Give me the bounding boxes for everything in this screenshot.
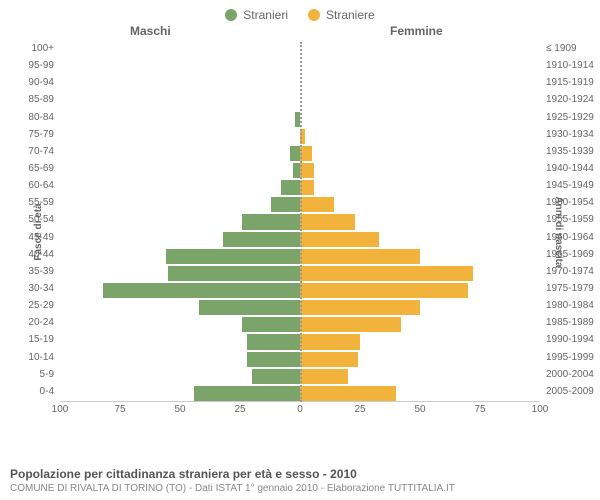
bar-male — [168, 266, 300, 281]
bar-male — [293, 163, 300, 178]
bar-female — [300, 300, 420, 315]
legend-item-female: Straniere — [308, 8, 375, 22]
bar-female — [300, 180, 314, 195]
age-label: 5-9 — [40, 369, 60, 380]
chart-footer: Popolazione per cittadinanza straniera p… — [10, 467, 590, 494]
age-label: 70-74 — [28, 146, 60, 157]
birth-label: 1915-1919 — [540, 77, 594, 88]
legend-label-female: Straniere — [326, 8, 375, 22]
x-tick: 100 — [532, 404, 549, 415]
age-label: 95-99 — [28, 60, 60, 71]
bar-male — [194, 386, 300, 401]
chart-title: Popolazione per cittadinanza straniera p… — [10, 467, 590, 481]
bar-male — [242, 317, 300, 332]
age-label: 90-94 — [28, 77, 60, 88]
age-label: 10-14 — [28, 352, 60, 363]
x-tick: 25 — [354, 404, 365, 415]
column-headers: Maschi Femmine — [0, 24, 600, 42]
age-label: 35-39 — [28, 266, 60, 277]
birth-label: 2000-2004 — [540, 369, 594, 380]
bar-female — [300, 249, 420, 264]
birth-label: 1985-1989 — [540, 317, 594, 328]
bar-female — [300, 334, 360, 349]
birth-label: 1935-1939 — [540, 146, 594, 157]
birth-label: 1910-1914 — [540, 60, 594, 71]
age-label: 85-89 — [28, 94, 60, 105]
x-tick: 50 — [414, 404, 425, 415]
x-tick: 50 — [174, 404, 185, 415]
birth-label: 1930-1934 — [540, 129, 594, 140]
age-label: 40-44 — [28, 249, 60, 260]
age-label: 100+ — [31, 43, 60, 54]
bar-female — [300, 163, 314, 178]
bar-male — [242, 214, 300, 229]
bar-female — [300, 232, 379, 247]
bar-female — [300, 266, 473, 281]
header-female: Femmine — [390, 24, 443, 38]
age-label: 20-24 — [28, 317, 60, 328]
legend-item-male: Stranieri — [225, 8, 288, 22]
header-male: Maschi — [130, 24, 171, 38]
bar-male — [247, 352, 300, 367]
bar-male — [281, 180, 300, 195]
x-tick: 75 — [474, 404, 485, 415]
bar-male — [247, 334, 300, 349]
birth-label: 1965-1969 — [540, 249, 594, 260]
bar-male — [290, 146, 300, 161]
center-divider — [300, 42, 302, 402]
age-label: 0-4 — [40, 386, 60, 397]
bar-male — [223, 232, 300, 247]
age-label: 75-79 — [28, 129, 60, 140]
birth-label: 1920-1924 — [540, 94, 594, 105]
birth-label: 1955-1959 — [540, 214, 594, 225]
bar-female — [300, 197, 334, 212]
birth-label: 1945-1949 — [540, 180, 594, 191]
bar-female — [300, 352, 358, 367]
age-label: 60-64 — [28, 180, 60, 191]
bar-female — [300, 386, 396, 401]
swatch-male — [225, 9, 237, 21]
bar-male — [103, 283, 300, 298]
birth-label: ≤ 1909 — [540, 43, 577, 54]
age-label: 45-49 — [28, 232, 60, 243]
age-label: 30-34 — [28, 283, 60, 294]
bar-female — [300, 214, 355, 229]
chart-subtitle: COMUNE DI RIVALTA DI TORINO (TO) - Dati … — [10, 483, 590, 494]
x-tick: 0 — [297, 404, 303, 415]
birth-label: 2005-2009 — [540, 386, 594, 397]
legend: Stranieri Straniere — [0, 0, 600, 24]
pyramid-chart: Fasce di età Anni di nascita 100+≤ 19099… — [60, 42, 540, 422]
age-label: 55-59 — [28, 197, 60, 208]
bar-female — [300, 369, 348, 384]
bar-female — [300, 317, 401, 332]
age-label: 15-19 — [28, 334, 60, 345]
birth-label: 1940-1944 — [540, 163, 594, 174]
age-label: 65-69 — [28, 163, 60, 174]
birth-label: 1950-1954 — [540, 197, 594, 208]
swatch-female — [308, 9, 320, 21]
birth-label: 1970-1974 — [540, 266, 594, 277]
age-label: 50-54 — [28, 214, 60, 225]
birth-label: 1960-1964 — [540, 232, 594, 243]
bar-male — [252, 369, 300, 384]
x-tick: 75 — [114, 404, 125, 415]
birth-label: 1975-1979 — [540, 283, 594, 294]
birth-label: 1990-1994 — [540, 334, 594, 345]
x-tick: 25 — [234, 404, 245, 415]
bar-female — [300, 283, 468, 298]
x-tick: 100 — [52, 404, 69, 415]
age-label: 25-29 — [28, 300, 60, 311]
birth-label: 1925-1929 — [540, 112, 594, 123]
age-label: 80-84 — [28, 112, 60, 123]
birth-label: 1980-1984 — [540, 300, 594, 311]
birth-label: 1995-1999 — [540, 352, 594, 363]
bar-male — [199, 300, 300, 315]
bar-male — [271, 197, 300, 212]
legend-label-male: Stranieri — [243, 8, 288, 22]
x-axis: 1007550250255075100 — [60, 404, 540, 422]
bar-male — [166, 249, 300, 264]
